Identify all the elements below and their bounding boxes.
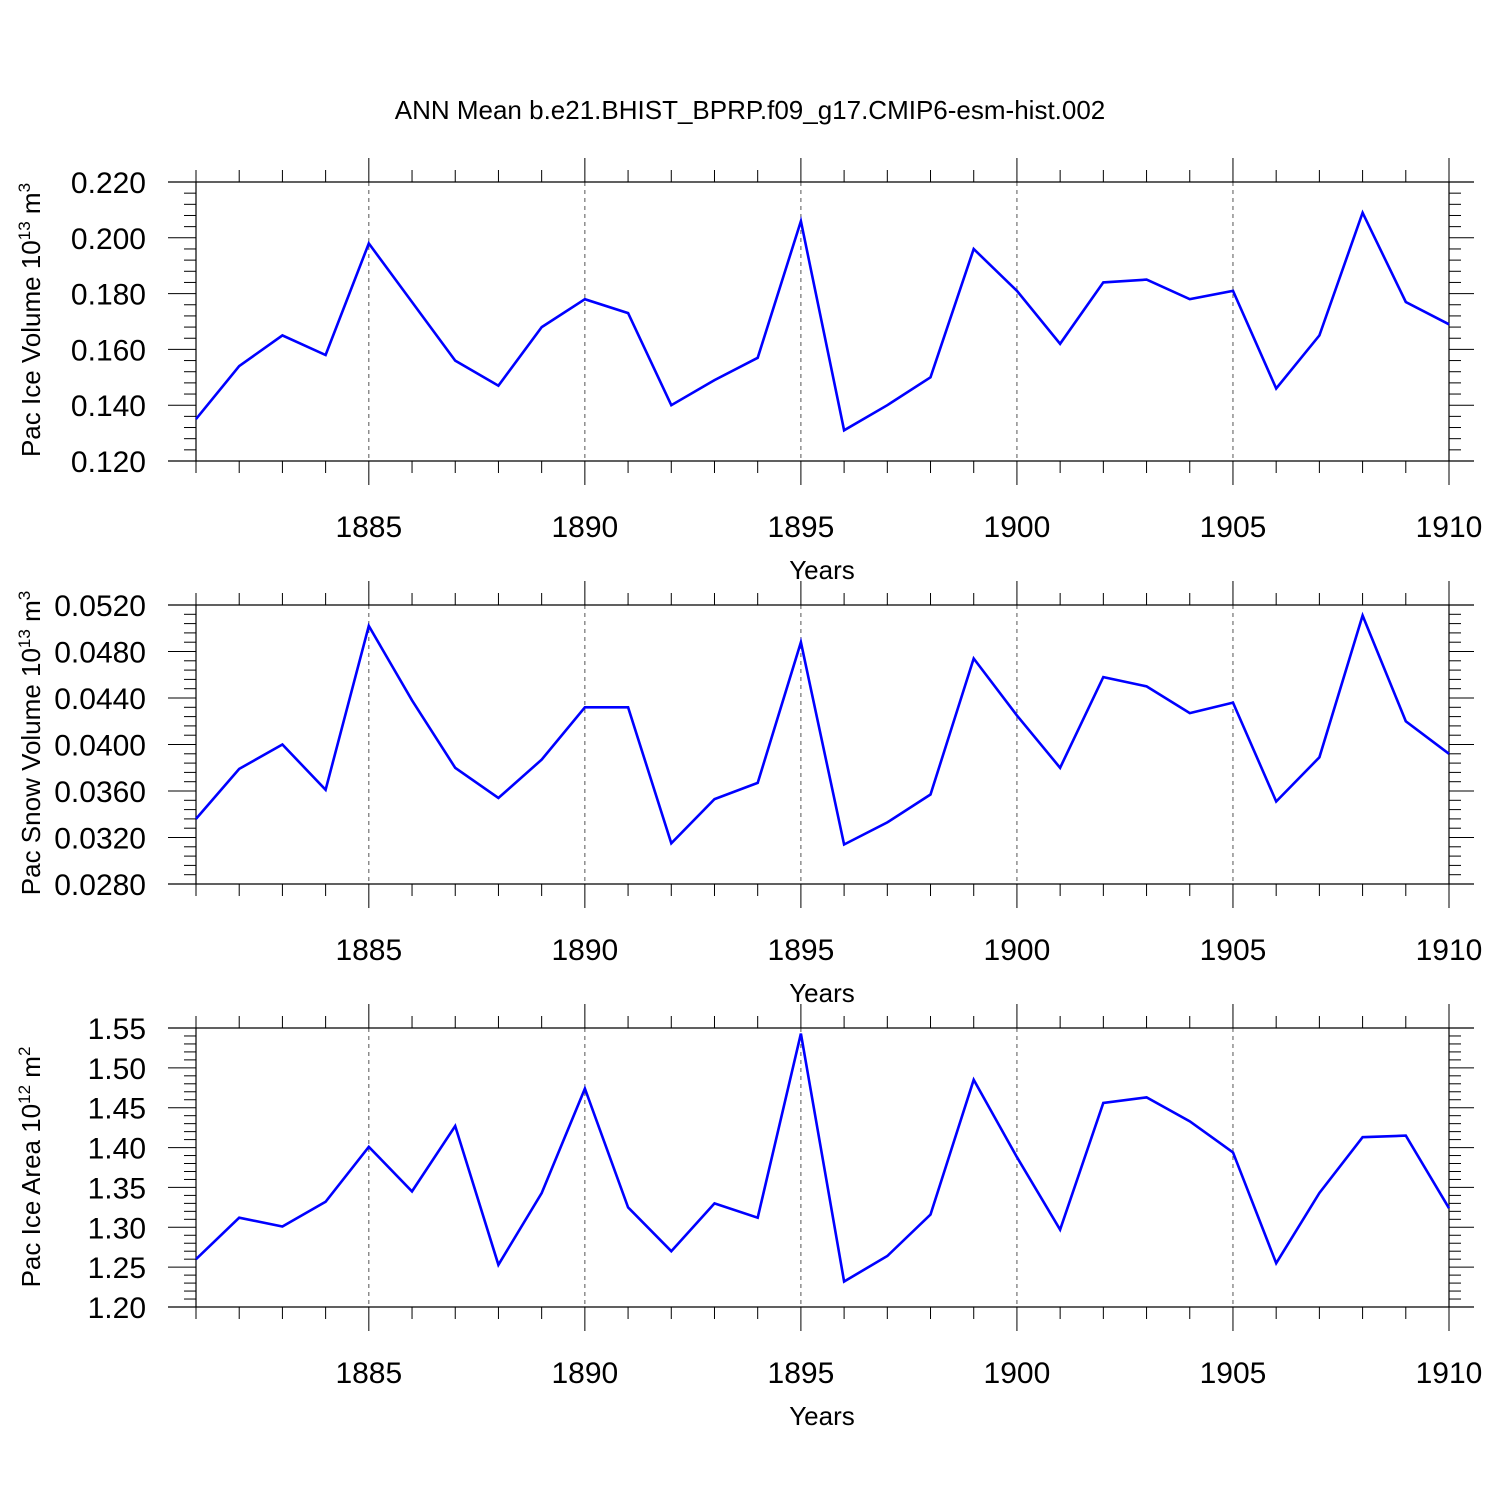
y-tick-label: 1.50 xyxy=(88,1053,146,1086)
y-tick-label: 1.40 xyxy=(88,1133,146,1166)
x-tick-label: 1895 xyxy=(768,934,835,967)
x-tick-label: 1890 xyxy=(551,934,618,967)
y-tick-label: 0.0400 xyxy=(54,730,146,763)
x-tick-label: 1885 xyxy=(335,1357,402,1390)
x-axis-label: Years xyxy=(789,978,855,1008)
x-tick-label: 1910 xyxy=(1416,511,1483,544)
x-tick-label: 1900 xyxy=(984,1357,1051,1390)
x-tick-label: 1910 xyxy=(1416,934,1483,967)
y-tick-label: 0.140 xyxy=(71,390,146,423)
x-tick-label: 1890 xyxy=(551,1357,618,1390)
y-tick-label: 0.0280 xyxy=(54,869,146,902)
series-line xyxy=(194,209,1450,433)
x-tick-label: 1885 xyxy=(335,934,402,967)
y-axis-label: Pac Snow Volume 1013 m3 xyxy=(15,591,46,895)
y-tick-label: 0.0360 xyxy=(54,776,146,809)
x-axis-label: Years xyxy=(789,1401,855,1431)
y-tick-label: 0.0480 xyxy=(54,637,146,670)
panels: 1885 1890 1895 1900 1905 1910 0.120 0.140 0.160 0… xyxy=(15,158,1482,1431)
x-axis-label: Years xyxy=(789,555,855,585)
y-tick-label: 0.0520 xyxy=(54,590,146,623)
x-tick-label: 1905 xyxy=(1200,1357,1267,1390)
y-tick-label: 0.160 xyxy=(71,334,146,367)
y-tick-label: 0.220 xyxy=(71,167,146,200)
x-tick-label: 1905 xyxy=(1200,511,1267,544)
y-tick-label: 1.20 xyxy=(88,1292,146,1325)
x-tick-label: 1910 xyxy=(1416,1357,1483,1390)
x-tick-label: 1900 xyxy=(984,511,1051,544)
y-tick-label: 0.200 xyxy=(71,223,146,256)
y-tick-label: 1.25 xyxy=(88,1252,146,1285)
y-tick-label: 1.30 xyxy=(88,1212,146,1245)
x-tick-label: 1885 xyxy=(335,511,402,544)
x-tick-label: 1895 xyxy=(768,1357,835,1390)
panel-1: 1885 1890 1895 1900 1905 1910 0.120 0.140 0.160 0… xyxy=(15,158,1482,585)
y-tick-label: 1.55 xyxy=(88,1013,146,1046)
panel-2: 1885 1890 1895 1900 1905 1910 0.0280 0.0320 0.03… xyxy=(15,581,1482,1008)
x-tick-label: 1905 xyxy=(1200,934,1267,967)
chart-title: ANN Mean b.e21.BHIST_BPRP.f09_g17.CMIP6-… xyxy=(395,95,1106,125)
x-tick-label: 1890 xyxy=(551,511,618,544)
y-axis-label: Pac Ice Area 1012 m2 xyxy=(15,1047,46,1288)
y-axis-label: Pac Ice Volume 1013 m3 xyxy=(15,183,46,457)
series-line xyxy=(195,611,1450,847)
x-tick-label: 1900 xyxy=(984,934,1051,967)
y-tick-label: 1.35 xyxy=(88,1172,146,1205)
y-tick-label: 1.45 xyxy=(88,1093,146,1126)
y-tick-label: 0.0320 xyxy=(54,823,146,856)
series-line xyxy=(195,1033,1451,1284)
y-tick-label: 0.0440 xyxy=(54,683,146,716)
y-tick-label: 0.180 xyxy=(71,279,146,312)
panel-3: 1885 1890 1895 1900 1905 1910 1.20 1.25 1.30 1.35… xyxy=(15,1004,1482,1431)
y-tick-label: 0.120 xyxy=(71,446,146,479)
x-tick-label: 1895 xyxy=(768,511,835,544)
